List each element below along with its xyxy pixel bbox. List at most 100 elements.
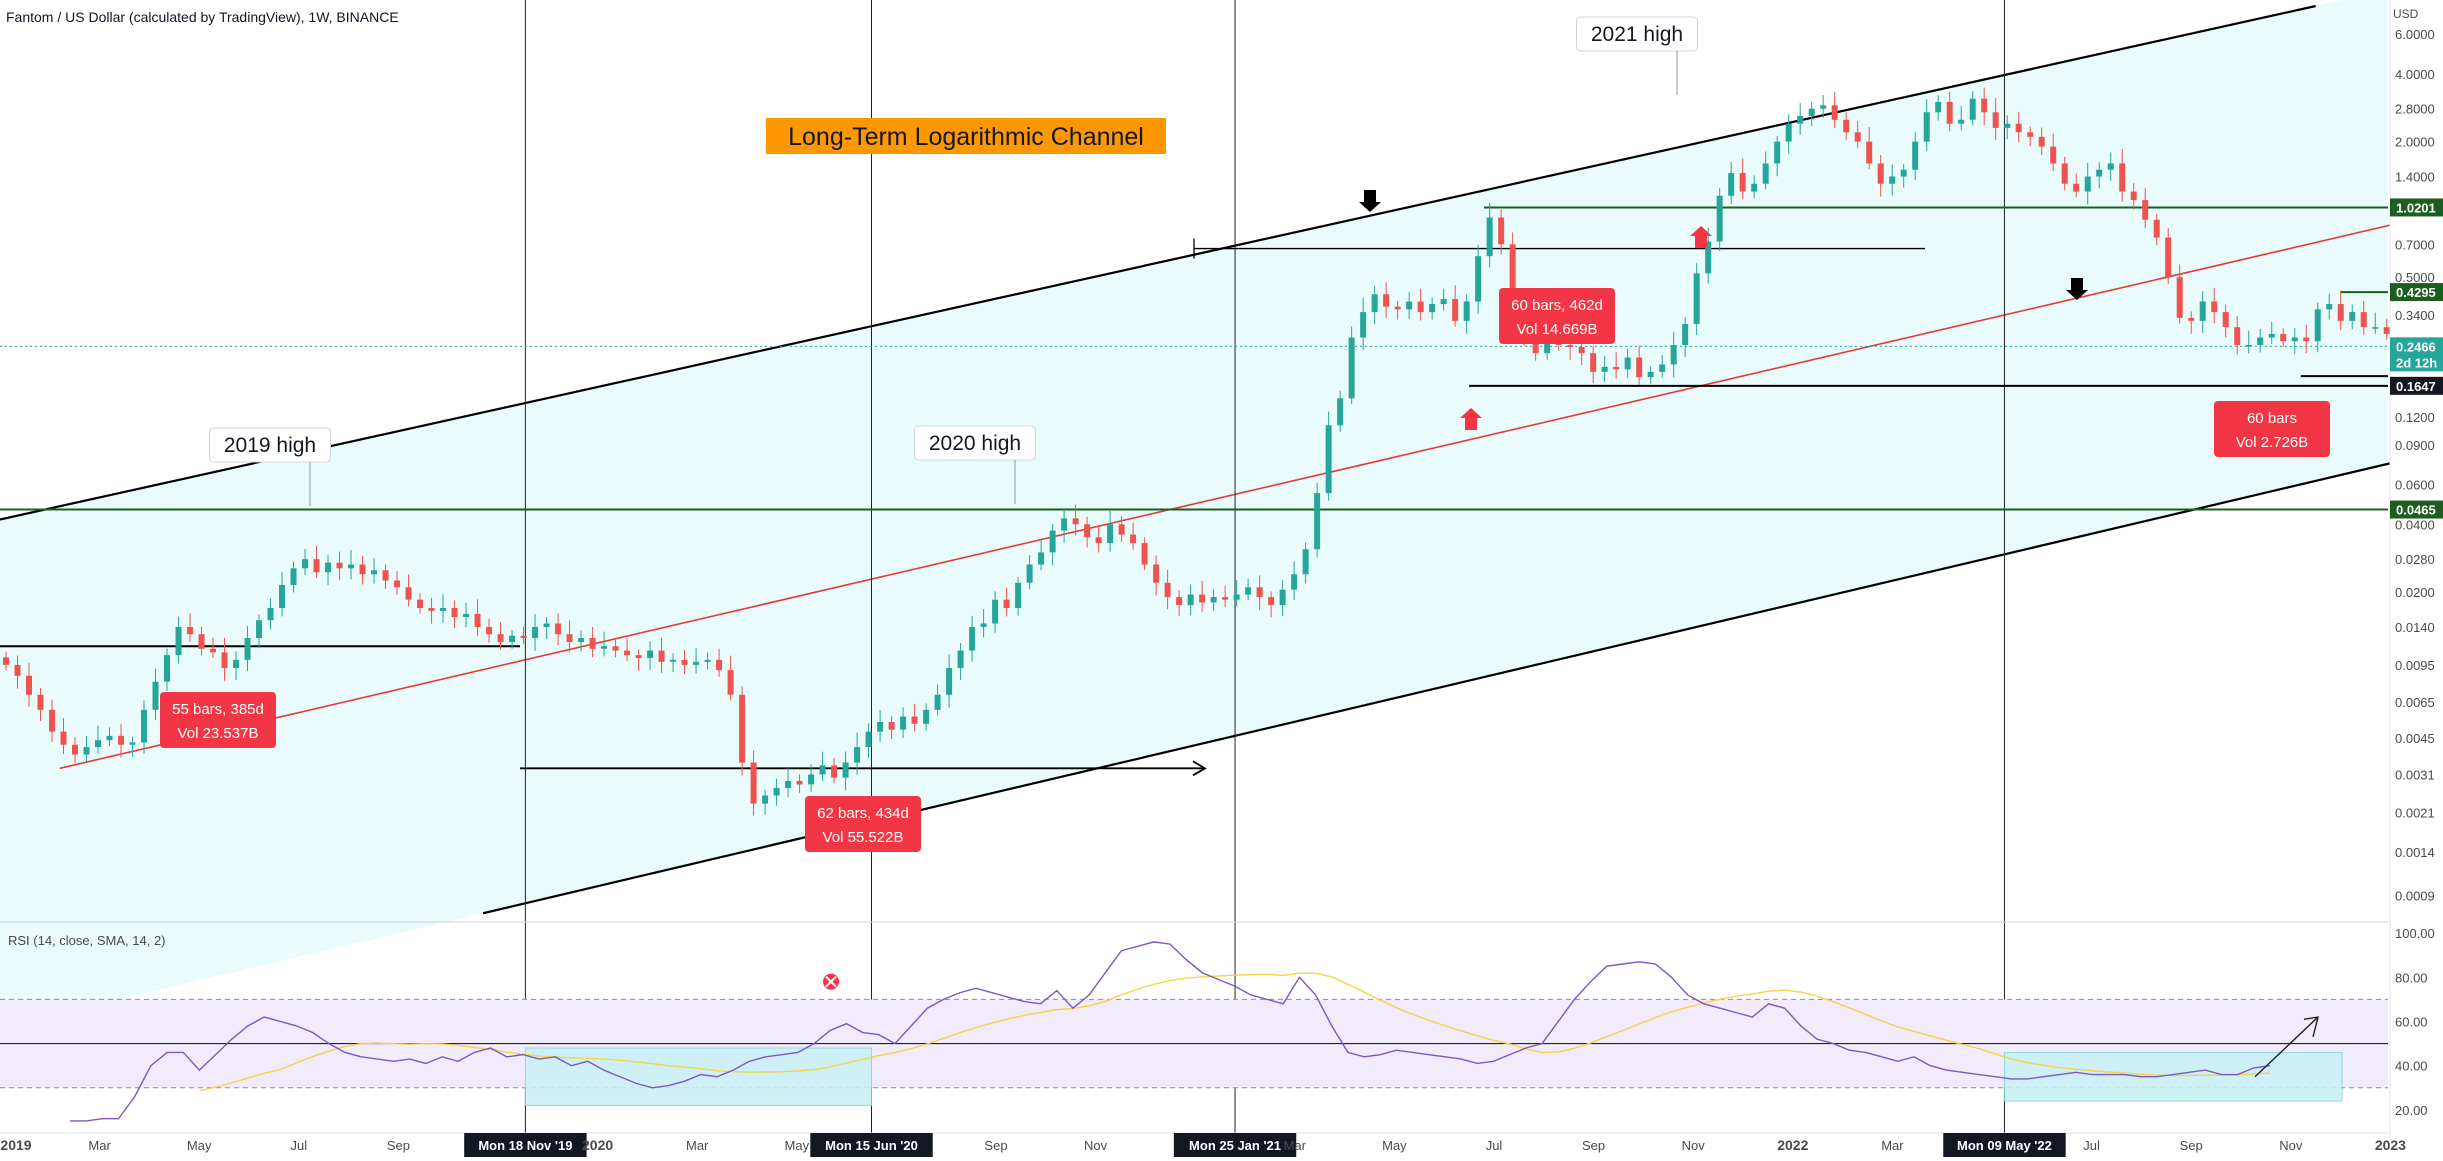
candle [382,564,389,589]
candle-body [2222,312,2229,328]
candle [1095,526,1102,553]
candle [589,626,596,658]
candle [95,725,102,754]
candle [118,723,125,758]
candle-body [1900,169,1907,177]
candle [2372,312,2379,334]
candle-body [2153,219,2160,238]
candle-body [946,668,953,695]
date-tick-label: May [187,1138,212,1153]
measure-label-2022: 60 bars Vol 2.726B [2214,401,2330,457]
channel-middle-line [59,211,2443,770]
candle [693,648,700,674]
candle-body [1061,518,1068,531]
candle [198,626,205,656]
measure-text-vol: Vol 23.537B [178,725,259,742]
candle [1889,164,1896,196]
candle-body [1210,597,1217,603]
measure-box [1499,288,1615,344]
candle-body [2130,191,2137,201]
price-label-box [2390,283,2443,302]
candle [1222,586,1229,608]
candle [1877,155,1884,197]
date-tick-label: Sep [387,1138,410,1153]
candle-body [1187,594,1194,606]
candle-body [601,646,608,649]
candle-body [865,731,872,748]
candle-body [1935,101,1942,113]
candle [2107,152,2114,181]
candle [911,703,918,732]
candle [1475,245,1482,314]
candle [1107,509,1114,552]
rsi-tick-label: 20.00 [2395,1103,2428,1118]
candle [888,716,895,739]
candle [1958,106,1965,131]
price-label-text: 0.1647 [2396,379,2436,394]
candle [842,751,849,791]
candle [773,778,780,806]
candle [647,641,654,670]
candle [520,626,527,644]
candle [1003,587,1010,617]
candle-body [2050,146,2057,164]
candle-body [716,659,723,671]
candle [1751,175,1758,199]
candle-body [1854,132,1861,142]
price-tick-label: 0.0095 [2395,658,2435,673]
measure-label-2020: 62 bars, 434d Vol 55.522B [805,796,921,852]
candle-body [750,762,757,804]
price-label-box [2390,337,2443,356]
candle-body [1693,273,1700,324]
price-tick-label: 0.0140 [2395,620,2435,635]
candle-body [152,681,159,710]
candle [2027,126,2034,147]
date-marker-box [1173,1133,1297,1157]
candle-body [854,747,861,763]
candle [129,736,136,757]
candle-body [187,626,194,635]
candle-body [1992,112,1999,128]
candle [1624,349,1631,378]
measure-text-bars: 60 bars, 462d [1511,297,1603,314]
candle [1452,285,1459,327]
candle-body [1532,337,1539,354]
candle [796,774,803,793]
candle [1176,590,1183,617]
annotation-2020-high: 2020 high [914,425,1036,504]
date-tick-label: Sep [2180,1138,2203,1153]
date-marker-box [810,1133,933,1157]
candle-body [37,694,44,710]
candle-body [1613,366,1620,370]
candle-body [1049,530,1056,553]
candle-body [1337,398,1344,426]
candle [2222,304,2229,338]
candle-body [2199,301,2206,321]
candle [210,637,217,659]
candle [1946,91,1953,132]
candle [1808,102,1815,127]
candle-body [819,765,826,775]
candle [543,616,550,639]
candle [992,591,999,633]
candle [152,668,159,721]
candle [1716,188,1723,251]
candle-body [60,731,67,745]
date-tick-label: May [785,1138,810,1153]
candle-body [2165,237,2172,278]
candle-body [2015,123,2022,133]
candle-body [1314,493,1321,550]
candle [164,648,171,692]
candle [1762,151,1769,190]
rsi-title: RSI (14, close, SMA, 14, 2) [8,933,166,948]
candle-body [210,648,217,653]
date-tick-label: Sep [1582,1138,1605,1153]
candle [750,750,757,816]
candle [1061,508,1068,543]
candle [727,655,734,701]
candle [612,637,619,658]
candle-body [1118,524,1125,535]
candle-body [394,580,401,588]
candle [1912,132,1919,180]
candle-body [2280,333,2287,342]
